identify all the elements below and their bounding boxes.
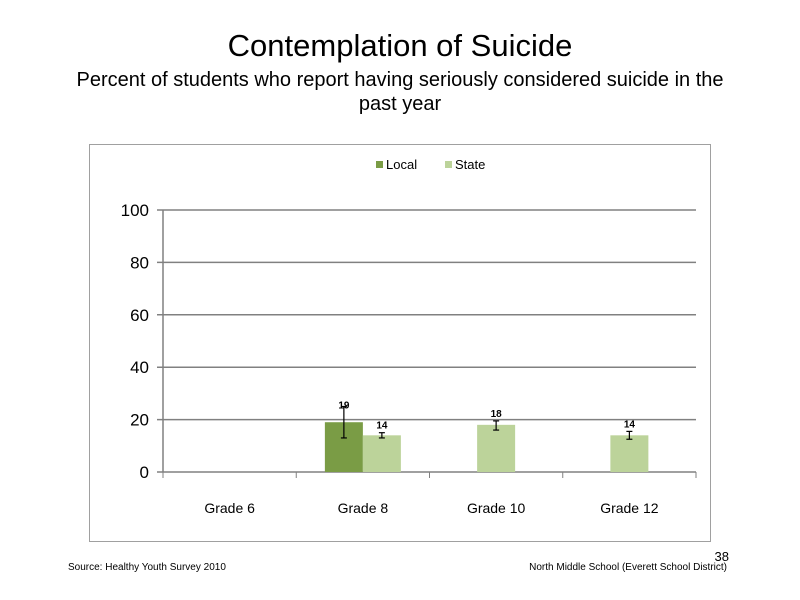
- legend-swatch-local: [376, 161, 383, 168]
- x-tick-label: Grade 6: [204, 500, 255, 516]
- data-label: 19: [338, 401, 350, 412]
- bar-state: [362, 435, 401, 472]
- page-number: 38: [714, 549, 729, 564]
- bar-state: [610, 435, 649, 472]
- y-tick-label: 80: [130, 253, 149, 272]
- chart-frame: [89, 144, 711, 542]
- x-tick-label: Grade 12: [600, 500, 659, 516]
- slide-subtitle: Percent of students who report having se…: [76, 69, 724, 115]
- source-note: Source: Healthy Youth Survey 2010: [68, 562, 226, 573]
- y-tick-label: 20: [130, 411, 149, 430]
- legend-swatch-state: [445, 161, 452, 168]
- y-tick-label: 100: [121, 201, 149, 220]
- data-label: 18: [491, 409, 503, 420]
- bar-state: [477, 424, 516, 472]
- legend-label-state: State: [455, 157, 485, 172]
- data-label: 14: [376, 421, 388, 432]
- y-tick-label: 0: [140, 463, 149, 482]
- legend-label-local: Local: [386, 157, 417, 172]
- data-label: 14: [624, 419, 636, 430]
- y-tick-label: 60: [130, 306, 149, 325]
- y-tick-label: 40: [130, 358, 149, 377]
- x-tick-label: Grade 10: [467, 500, 526, 516]
- x-tick-label: Grade 8: [338, 500, 389, 516]
- school-name: North Middle School (Everett School Dist…: [529, 562, 727, 573]
- slide-title: Contemplation of Suicide: [227, 28, 573, 63]
